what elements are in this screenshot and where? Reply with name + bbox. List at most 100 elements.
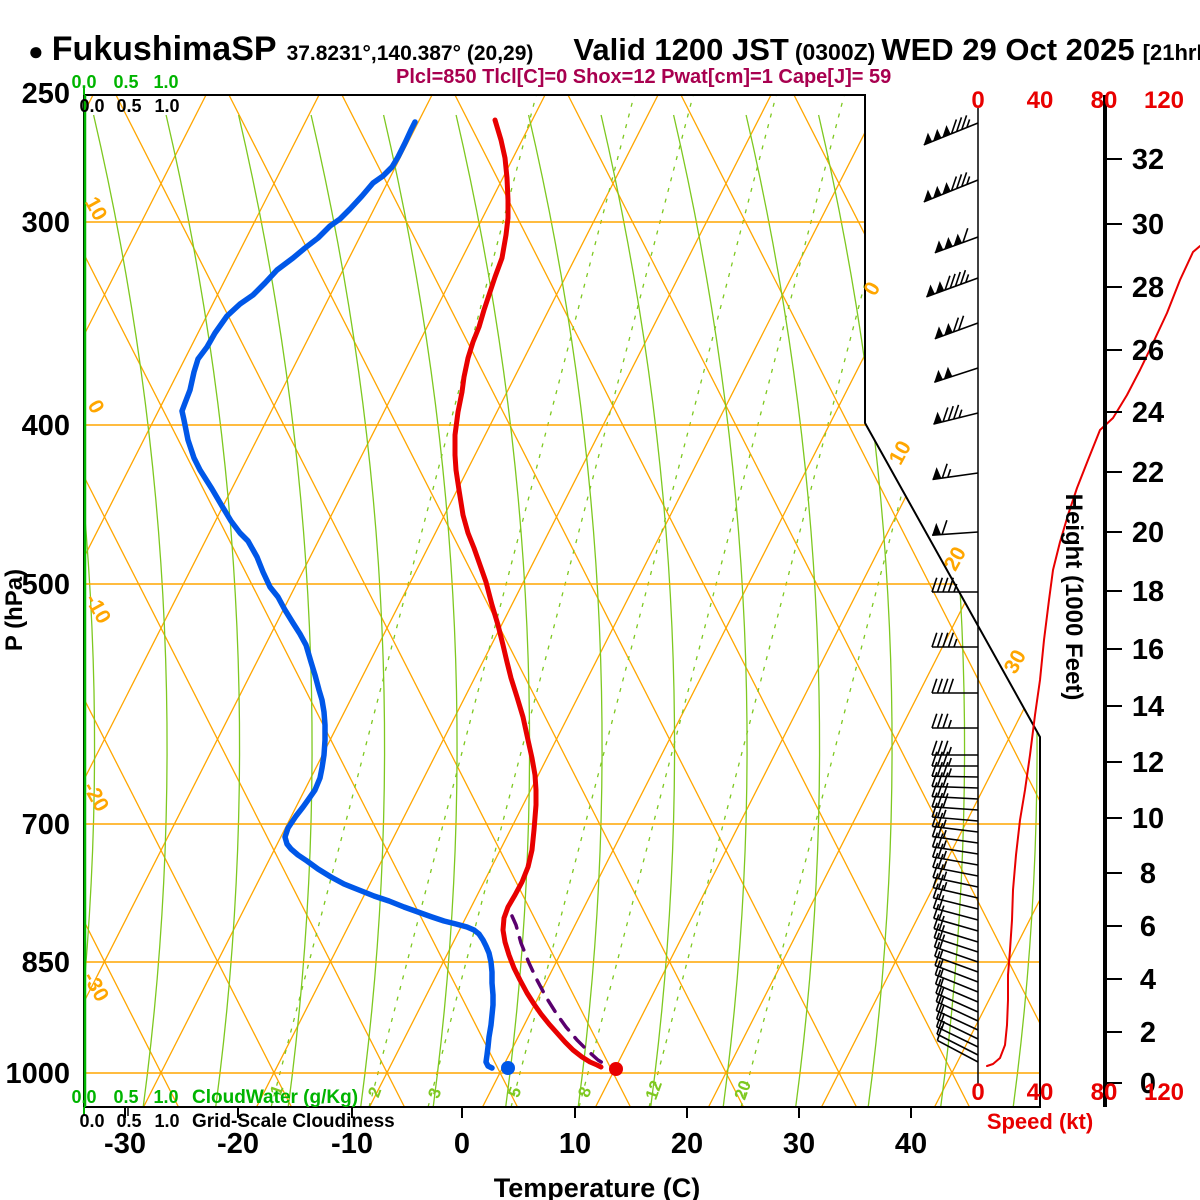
wind-barb bbox=[931, 761, 979, 778]
barb-full-feather bbox=[931, 577, 938, 593]
barb-staff bbox=[932, 825, 979, 833]
barb-staff bbox=[934, 367, 979, 383]
barb-full-feather bbox=[947, 405, 954, 421]
dry-adiabat-line bbox=[84, 95, 180, 1107]
mixing-ratio-line bbox=[578, 95, 845, 1107]
height-tick-label: 26 bbox=[1132, 335, 1164, 367]
barb-full-feather bbox=[942, 782, 949, 798]
barb-full-feather bbox=[931, 761, 938, 777]
barb-staff bbox=[935, 983, 979, 1003]
barb-full-feather bbox=[950, 176, 958, 191]
barb-full-feather bbox=[932, 862, 939, 878]
moist-adiabat-line bbox=[310, 114, 386, 1107]
barb-staff bbox=[932, 866, 979, 877]
cloudiness-axis-title: Grid-Scale Cloudiness bbox=[192, 1111, 395, 1132]
temperature-curve bbox=[452, 117, 604, 1070]
isotherm-line bbox=[594, 95, 1040, 1107]
barb-full-feather bbox=[938, 895, 945, 910]
wind-barb-column bbox=[923, 95, 1122, 1107]
barb-half-feather bbox=[940, 1004, 945, 1014]
temperature-tick-label: -20 bbox=[217, 1128, 259, 1160]
isotherm-line bbox=[84, 95, 433, 1107]
barb-half-feather bbox=[942, 819, 947, 828]
height-tick-label: 2 bbox=[1140, 1017, 1156, 1049]
barb-half-feather bbox=[942, 850, 948, 860]
barb-full-feather bbox=[952, 404, 960, 420]
moist-adiabat-line bbox=[962, 114, 1038, 1107]
wind-barb bbox=[923, 172, 979, 203]
barb-full-feather bbox=[942, 678, 949, 694]
barb-staff bbox=[932, 835, 979, 844]
surface-temperature-dot bbox=[609, 1062, 623, 1076]
barb-full-feather bbox=[944, 275, 951, 291]
pressure-tick-label: 300 bbox=[22, 207, 70, 239]
height-tick-label: 20 bbox=[1132, 517, 1164, 549]
wind-barb bbox=[932, 893, 979, 921]
speed-tick-label-top: 40 bbox=[1027, 87, 1054, 114]
height-tick-label: 32 bbox=[1132, 144, 1164, 176]
temperature-tick-label: 10 bbox=[559, 1128, 591, 1160]
height-tick-label: 16 bbox=[1132, 634, 1164, 666]
plot-border bbox=[83, 87, 1041, 1118]
speed-tick-label-bottom: 80 bbox=[1091, 1079, 1118, 1106]
barb-full-feather bbox=[933, 923, 940, 939]
station-coordinates: 37.8231°,140.387° (20,29) bbox=[286, 42, 534, 65]
barb-full-feather bbox=[931, 713, 938, 729]
barb-staff bbox=[936, 1033, 979, 1056]
barb-full-feather bbox=[954, 271, 961, 287]
cloudwater-scale-bottom: 0.0 bbox=[71, 1087, 96, 1107]
barb-half-feather bbox=[943, 871, 948, 880]
barb-full-feather bbox=[935, 1004, 943, 1020]
wind-barb bbox=[932, 463, 979, 481]
barb-full-feather bbox=[936, 792, 944, 808]
barb-pennant bbox=[944, 322, 953, 336]
station-bullet-icon: ● bbox=[28, 36, 44, 66]
barb-staff bbox=[934, 964, 979, 983]
barb-staff bbox=[932, 472, 979, 481]
wind-barb bbox=[933, 914, 979, 943]
barb-staff bbox=[932, 795, 979, 800]
barb-full-feather bbox=[961, 115, 968, 130]
barb-full-feather bbox=[938, 915, 945, 931]
barb-full-feather bbox=[931, 751, 938, 767]
barb-half-feather bbox=[940, 987, 945, 996]
barb-full-feather bbox=[931, 632, 938, 648]
isotherm-edge-label-right: 0 bbox=[859, 278, 885, 299]
barb-full-feather bbox=[931, 771, 938, 787]
wind-barb bbox=[932, 862, 979, 888]
barb-full-feather bbox=[935, 978, 942, 994]
barb-full-feather bbox=[937, 884, 945, 900]
cloudwater-scale-bottom: 0.5 bbox=[113, 1087, 138, 1107]
dry-adiabat-line bbox=[228, 95, 745, 1107]
wind-barb bbox=[934, 315, 979, 340]
barb-pennant bbox=[932, 522, 942, 536]
barb-full-feather bbox=[947, 632, 955, 648]
barb-pennant bbox=[932, 467, 942, 480]
wind-barb bbox=[931, 740, 978, 756]
barb-half-feather bbox=[940, 1012, 946, 1022]
barb-full-feather bbox=[941, 463, 948, 479]
barb-full-feather bbox=[936, 761, 944, 777]
barb-full-feather bbox=[931, 822, 938, 837]
barb-half-feather bbox=[953, 583, 958, 593]
mixing-ratio-line bbox=[270, 95, 537, 1107]
barb-half-feather bbox=[939, 968, 944, 978]
barb-full-feather bbox=[955, 117, 963, 132]
barb-full-feather bbox=[934, 960, 941, 976]
wind-barb bbox=[931, 842, 979, 866]
moist-adiabat-line bbox=[455, 114, 531, 1107]
barb-staff bbox=[932, 805, 979, 811]
barb-half-feather bbox=[942, 840, 947, 849]
pressure-tick-label: 850 bbox=[22, 947, 70, 979]
barb-full-feather bbox=[936, 632, 944, 648]
temperature-axis-title: Temperature (C) bbox=[494, 1173, 701, 1200]
cloudiness-scale-bottom: 1.0 bbox=[154, 1111, 179, 1131]
dry-adiabat-line bbox=[84, 95, 519, 1107]
wind-barb bbox=[933, 903, 979, 932]
barb-pennant bbox=[944, 236, 953, 250]
wind-barb bbox=[923, 115, 979, 146]
isotherm-line bbox=[142, 95, 659, 1107]
isotherm-edge-label-right: 10 bbox=[885, 437, 916, 469]
barb-full-feather bbox=[942, 577, 949, 593]
